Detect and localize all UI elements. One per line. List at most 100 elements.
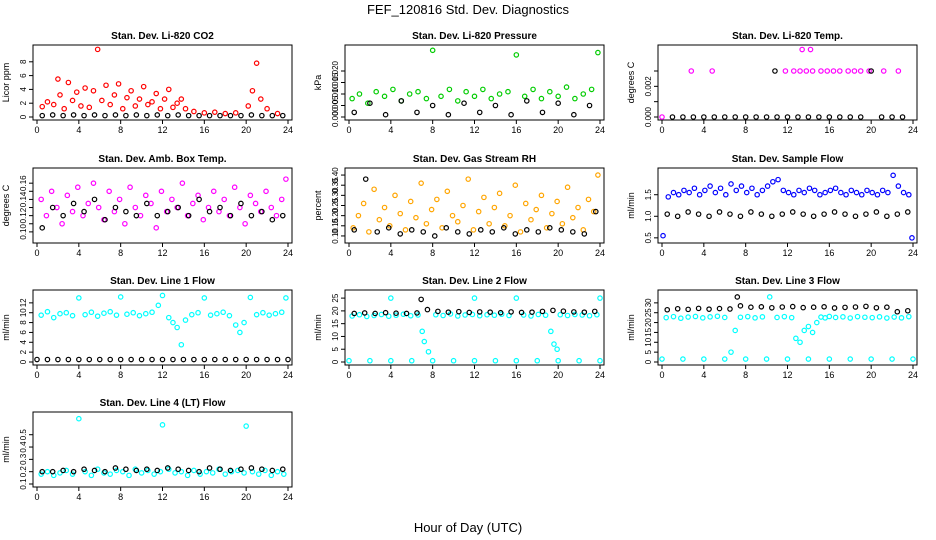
- data-point: [686, 189, 692, 196]
- data-point: [843, 191, 849, 198]
- y-tick-label: 0: [19, 359, 28, 364]
- data-point: [557, 311, 564, 318]
- data-point: [260, 309, 266, 316]
- data-point: [680, 114, 686, 120]
- data-point: [65, 79, 72, 86]
- y-tick-label: 10: [19, 308, 28, 317]
- panel-4: Stan. Dev. Gas Stream RH percent 0 4 8 12 16 20…: [313, 154, 605, 258]
- data-point: [393, 310, 399, 316]
- x-tick-label: 4: [388, 248, 393, 258]
- data-point: [382, 309, 389, 316]
- data-point: [813, 319, 820, 326]
- data-point: [78, 103, 84, 109]
- data-point: [454, 313, 461, 319]
- x-tick-label: 12: [157, 370, 167, 380]
- data-point: [517, 229, 524, 235]
- panel-title: Stan. Dev. Li-820 CO2: [111, 31, 214, 42]
- data-point: [217, 204, 223, 211]
- x-tick-label: 24: [908, 370, 918, 380]
- plot-frame: [657, 289, 918, 366]
- x-tick-label: 4: [388, 370, 393, 380]
- data-point: [196, 468, 202, 475]
- data-point: [356, 311, 363, 318]
- data-point: [175, 204, 181, 211]
- data-point: [88, 309, 95, 316]
- data-point: [102, 216, 108, 223]
- y-tick-label: 20: [331, 306, 340, 315]
- data-point: [238, 200, 244, 207]
- series-colored: [38, 176, 289, 231]
- data-point: [884, 213, 890, 220]
- x-tick-label: 16: [511, 125, 521, 135]
- x-tick-label: 0: [346, 370, 351, 380]
- series-black: [664, 209, 911, 220]
- data-point: [201, 295, 208, 301]
- data-point: [242, 220, 248, 227]
- data-point: [681, 187, 687, 194]
- data-point: [70, 468, 77, 475]
- data-point: [38, 196, 44, 203]
- data-point: [874, 191, 881, 198]
- data-point: [466, 309, 473, 316]
- data-point: [263, 188, 269, 195]
- data-point: [252, 200, 259, 207]
- x-tick-label: 12: [782, 248, 792, 258]
- data-point: [695, 211, 702, 217]
- data-point: [85, 200, 92, 207]
- data-point: [408, 357, 415, 364]
- data-point: [546, 88, 553, 95]
- data-point: [801, 327, 808, 334]
- data-point: [817, 191, 823, 198]
- x-tick-label: 20: [553, 248, 563, 258]
- data-point: [414, 109, 420, 116]
- data-point: [226, 312, 233, 319]
- data-point: [63, 309, 70, 316]
- y-tick-label: 20: [644, 318, 653, 327]
- data-point: [124, 311, 130, 317]
- data-point: [842, 304, 848, 311]
- data-point: [491, 204, 498, 211]
- data-point: [884, 315, 890, 321]
- data-point: [695, 305, 702, 312]
- data-point: [711, 114, 718, 120]
- data-point: [805, 356, 812, 362]
- data-point: [497, 309, 504, 316]
- data-point: [44, 308, 51, 315]
- panel-title: Stan. Dev. Line 2 Flow: [422, 276, 527, 287]
- data-point: [706, 213, 712, 220]
- series-black: [34, 356, 291, 363]
- data-point: [763, 356, 770, 362]
- data-point: [124, 94, 130, 101]
- y-tick-label: 0.2: [19, 466, 28, 478]
- data-point: [868, 356, 874, 362]
- data-point: [190, 200, 196, 207]
- data-point: [538, 192, 545, 199]
- data-point: [831, 305, 838, 311]
- data-point: [670, 189, 677, 196]
- data-point: [797, 68, 803, 74]
- data-point: [103, 82, 109, 89]
- data-point: [356, 91, 363, 97]
- data-point: [847, 356, 854, 362]
- data-point: [172, 470, 178, 476]
- x-tick-label: 16: [511, 370, 521, 380]
- data-point: [581, 309, 588, 315]
- data-point: [407, 198, 414, 205]
- data-point: [899, 114, 906, 120]
- data-point: [701, 114, 707, 120]
- data-point: [94, 466, 101, 473]
- x-tick-label: 24: [908, 125, 918, 135]
- data-point: [869, 314, 876, 321]
- x-tick-label: 20: [866, 248, 876, 258]
- data-point: [285, 356, 291, 363]
- data-point: [65, 356, 72, 363]
- data-point: [821, 211, 827, 217]
- x-tick-label: 20: [241, 492, 251, 502]
- data-point: [838, 189, 844, 196]
- data-point: [788, 314, 795, 321]
- data-point: [586, 102, 593, 109]
- x-tick-label: 20: [241, 370, 251, 380]
- data-point: [259, 208, 265, 215]
- data-point: [425, 348, 432, 355]
- data-point: [530, 86, 536, 93]
